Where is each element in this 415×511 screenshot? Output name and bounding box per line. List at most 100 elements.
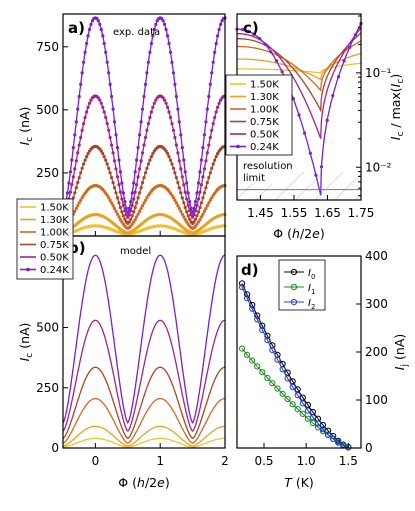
panel-c-point	[331, 94, 335, 98]
panelA-point	[77, 176, 81, 180]
panelA-point	[210, 71, 214, 75]
panel-d-ytick-label: 0	[365, 441, 373, 455]
panelA-point	[79, 135, 83, 140]
panelA-point	[71, 175, 75, 179]
panel-d-ytick-label: 200	[365, 345, 388, 359]
panel-c-xtick-label: 1.65	[314, 206, 341, 220]
panelA-point	[107, 166, 111, 170]
panel-a-annotation: exp. data	[113, 27, 160, 38]
panel-d-xtick-label: 1.0	[297, 454, 316, 468]
panelA-point	[98, 22, 102, 26]
panel-c-point	[342, 59, 346, 63]
panel-c-point	[280, 70, 284, 74]
panelA-point	[127, 206, 131, 210]
panel-c-point	[353, 33, 357, 37]
panel-c-point	[263, 42, 267, 46]
panelA-point	[117, 183, 121, 187]
panelA-point	[110, 94, 114, 99]
panelA-point	[188, 209, 192, 213]
panel-d-point-I1	[294, 406, 301, 413]
panelA-point	[104, 50, 108, 54]
panelA-point	[173, 135, 177, 140]
panelA-point	[71, 146, 75, 150]
panelA-point	[183, 205, 187, 210]
legend-current-marker	[290, 283, 298, 291]
legend-label: 1.00K	[40, 228, 69, 239]
panelA-point	[140, 151, 145, 155]
panelA-point	[98, 98, 102, 102]
panelA-point	[77, 201, 81, 205]
panel-d-point-I2	[269, 347, 276, 354]
panel-b-xtick-label: 2	[221, 454, 229, 468]
panelA-point	[185, 197, 189, 201]
panelA-point	[85, 155, 89, 159]
panel-c-xtick-label: 1.45	[247, 206, 274, 220]
panelA-point	[168, 50, 173, 54]
panelA-point	[82, 122, 86, 126]
panelA-point	[73, 133, 77, 137]
panel-d-point-I1	[259, 369, 266, 376]
panelA-point	[148, 115, 152, 120]
panelB-ytick-label: 500	[36, 321, 59, 335]
panel-d-point-I2	[330, 435, 337, 442]
panelA-point	[148, 158, 152, 162]
panelA-point	[180, 146, 184, 150]
panel-d-point-I2	[264, 336, 271, 344]
panelA-point	[192, 206, 196, 210]
panelA-point	[208, 198, 212, 202]
panel-c-xlabel: Φ (h/2e)	[273, 226, 324, 241]
panelA-point	[111, 107, 115, 111]
panelA-point	[76, 181, 80, 185]
panel-d-point-I1	[274, 385, 281, 392]
panel-d-point-I2	[259, 326, 266, 333]
panelA-point	[170, 122, 174, 126]
panelA-point	[108, 82, 112, 86]
panel-c-series-3	[237, 32, 362, 113]
panel-c-point	[252, 32, 256, 36]
panelA-point	[146, 60, 150, 64]
panelA-point	[207, 201, 211, 205]
panelA-point	[129, 217, 133, 221]
panel-c-point	[241, 28, 245, 32]
panel-c-point	[291, 97, 295, 101]
panel-d-point-I0	[284, 369, 291, 376]
panelA-point	[101, 152, 105, 156]
panelA-point	[189, 206, 193, 210]
panelA-point	[87, 101, 92, 105]
panelA-point	[204, 186, 208, 190]
panel-d-point-I1	[284, 395, 291, 403]
panel-d-point-I2	[325, 431, 332, 438]
panelA-point	[123, 200, 127, 204]
panelA-point	[139, 159, 143, 163]
panelB-series-5	[62, 254, 226, 424]
panelA-point	[208, 171, 212, 175]
panelA-point	[99, 27, 103, 32]
panelB-series-0	[62, 437, 225, 448]
panelA-point	[204, 159, 208, 163]
panel-b-xlabel: Φ (h/2e)	[118, 475, 169, 490]
panelA-point	[179, 209, 183, 213]
legend-marker	[26, 267, 30, 272]
panelA-point	[151, 105, 155, 109]
panelA-point	[199, 215, 203, 219]
panelA-point	[105, 122, 109, 126]
panelA-ytick-label: 250	[36, 166, 59, 180]
panel-c-point	[308, 151, 312, 155]
panelA-point	[202, 209, 206, 213]
legend-label: 1.00K	[250, 105, 279, 116]
legend-currents: I0 I1 I2	[278, 259, 326, 311]
panel-c-ytick-label: 10⁻¹	[365, 66, 392, 80]
panel-d-xtick-label: 1.5	[339, 454, 358, 468]
panelA-point	[102, 155, 106, 159]
panel-d-point-I0	[289, 378, 296, 385]
panelA-point	[182, 158, 186, 162]
panelA-point	[102, 41, 106, 46]
panelA-point	[189, 213, 193, 217]
panelA-point	[136, 146, 140, 150]
panelA-point	[167, 41, 171, 46]
panelA-point	[166, 152, 170, 156]
panelA-point	[83, 115, 87, 120]
panel-d-point-I1	[239, 345, 246, 352]
panelA-point	[132, 197, 136, 201]
